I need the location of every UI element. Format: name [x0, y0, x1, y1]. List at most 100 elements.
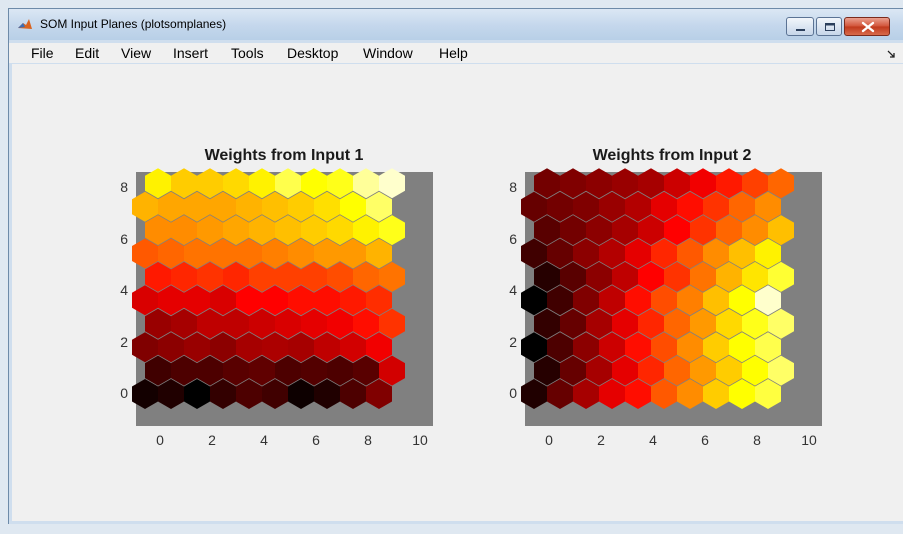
hex-neuron: [755, 332, 781, 363]
hex-neuron: [716, 215, 742, 246]
maximize-icon: [825, 23, 835, 31]
hex-neuron: [249, 215, 275, 246]
hex-neuron: [521, 191, 547, 222]
hex-neuron: [703, 238, 729, 269]
menu-window[interactable]: Window: [363, 45, 413, 61]
hex-neuron: [236, 191, 262, 222]
hex-neuron: [638, 215, 664, 246]
hex-neuron: [664, 261, 690, 292]
hex-neuron: [547, 191, 573, 222]
hex-neuron: [677, 238, 703, 269]
hex-neuron: [768, 168, 794, 199]
menu-tools[interactable]: Tools: [231, 45, 264, 61]
hex-neuron: [599, 285, 625, 316]
hex-neuron: [314, 285, 340, 316]
hex-neuron: [236, 238, 262, 269]
menu-edit[interactable]: Edit: [75, 45, 100, 61]
hex-neuron: [132, 332, 158, 363]
hex-neuron: [379, 215, 405, 246]
hex-neuron: [755, 285, 781, 316]
hex-neuron: [314, 332, 340, 363]
hex-neuron: [327, 355, 353, 386]
hex-neuron: [690, 308, 716, 339]
hex-neuron: [755, 191, 781, 222]
hex-neuron: [132, 379, 158, 409]
hex-neuron: [742, 261, 768, 292]
title-bar[interactable]: SOM Input Planes (plotsomplanes): [9, 9, 903, 40]
hex-neuron: [586, 215, 612, 246]
plot-title: Weights from Input 2: [592, 147, 752, 164]
hex-neuron: [651, 191, 677, 222]
hex-neuron: [327, 261, 353, 292]
hex-neuron: [586, 308, 612, 339]
hex-neuron: [275, 261, 301, 292]
hex-neuron: [703, 191, 729, 222]
hex-neuron: [197, 261, 223, 292]
hex-neuron: [132, 238, 158, 269]
x-tick: 10: [412, 432, 428, 448]
hex-neuron: [236, 285, 262, 316]
hex-neuron: [379, 308, 405, 339]
menu-help[interactable]: Help: [439, 45, 468, 61]
hex-neuron: [703, 379, 729, 409]
hex-neuron: [716, 261, 742, 292]
hex-neuron: [690, 355, 716, 386]
maximize-button[interactable]: [816, 17, 842, 36]
menu-view[interactable]: View: [121, 45, 152, 61]
hex-neuron: [625, 379, 651, 409]
hex-neuron: [158, 332, 184, 363]
hex-neuron: [664, 355, 690, 386]
dock-arrow-icon[interactable]: [887, 49, 897, 59]
hex-neuron: [638, 308, 664, 339]
hex-neuron: [534, 168, 560, 199]
hex-neuron: [547, 332, 573, 363]
hex-plane-input-2: [521, 168, 794, 409]
hex-neuron: [145, 215, 171, 246]
hex-neuron: [379, 168, 405, 199]
hex-neuron: [249, 261, 275, 292]
hex-neuron: [521, 285, 547, 316]
hex-neuron: [560, 355, 586, 386]
hex-neuron: [236, 379, 262, 409]
figure-window: SOM Input Planes (plotsomplanes) File Ed…: [8, 8, 903, 524]
hex-neuron: [755, 238, 781, 269]
y-tick: 0: [509, 385, 517, 401]
hex-neuron: [223, 261, 249, 292]
hex-neuron: [599, 238, 625, 269]
hex-neuron: [599, 332, 625, 363]
hex-neuron: [573, 332, 599, 363]
hex-neuron: [262, 191, 288, 222]
hex-neuron: [184, 238, 210, 269]
figure-canvas: Weights from Input 1 8 6 4 2 0 0 2 4 6 8…: [12, 64, 903, 521]
hex-neuron: [210, 332, 236, 363]
hex-neuron: [288, 332, 314, 363]
menu-insert[interactable]: Insert: [173, 45, 209, 61]
hex-neuron: [625, 332, 651, 363]
minimize-button[interactable]: [786, 17, 814, 36]
menu-file[interactable]: File: [31, 45, 54, 61]
hex-neuron: [768, 355, 794, 386]
hex-neuron: [249, 355, 275, 386]
hex-neuron: [586, 355, 612, 386]
hex-neuron: [158, 191, 184, 222]
hex-neuron: [768, 308, 794, 339]
y-tick: 6: [120, 231, 128, 247]
hex-neuron: [184, 285, 210, 316]
hex-neuron: [197, 308, 223, 339]
hex-neuron: [132, 191, 158, 222]
hex-neuron: [379, 261, 405, 292]
close-button[interactable]: [844, 17, 890, 36]
minimize-icon: [796, 29, 805, 31]
hex-neuron: [340, 332, 366, 363]
hex-neuron: [742, 308, 768, 339]
hex-neuron: [262, 285, 288, 316]
hex-neuron: [664, 308, 690, 339]
hex-neuron: [197, 215, 223, 246]
menu-desktop[interactable]: Desktop: [287, 45, 339, 61]
hex-neuron: [262, 379, 288, 409]
matlab-icon: [18, 19, 32, 29]
hex-neuron: [547, 285, 573, 316]
x-tick: 10: [801, 432, 817, 448]
hex-neuron: [236, 332, 262, 363]
hex-neuron: [366, 379, 392, 409]
